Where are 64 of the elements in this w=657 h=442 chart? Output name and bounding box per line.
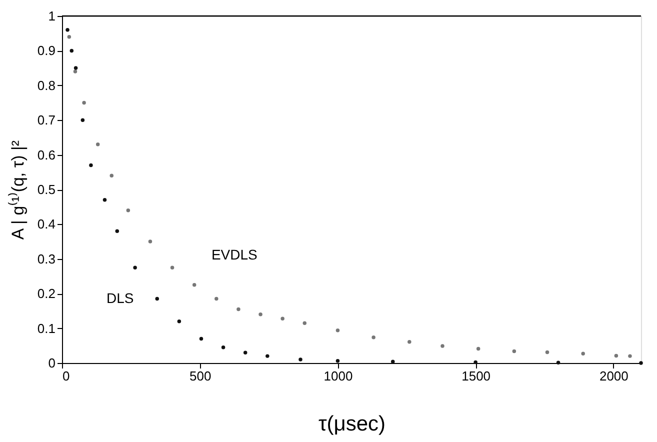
point bbox=[221, 346, 226, 350]
point bbox=[102, 198, 107, 202]
point bbox=[474, 360, 478, 364]
point bbox=[512, 349, 516, 354]
x-tick-label: 0 bbox=[62, 368, 70, 384]
point bbox=[170, 266, 174, 270]
point bbox=[177, 319, 182, 324]
point bbox=[192, 283, 196, 287]
point bbox=[80, 118, 85, 122]
y-tick-label: 0.6 bbox=[37, 147, 56, 162]
y-tick-label: 0.7 bbox=[37, 112, 56, 128]
point bbox=[302, 321, 306, 325]
point bbox=[133, 266, 137, 270]
point bbox=[66, 28, 70, 32]
point bbox=[89, 163, 93, 168]
x-tick-label: 1000 bbox=[324, 368, 353, 384]
point bbox=[390, 360, 395, 364]
point bbox=[266, 354, 270, 358]
point bbox=[74, 66, 78, 70]
point bbox=[581, 352, 585, 356]
point bbox=[545, 350, 550, 354]
x-tick-label: 2000 bbox=[599, 368, 628, 384]
y-tick-label: 0.4 bbox=[37, 216, 56, 232]
y-tick-label: 0 bbox=[48, 356, 56, 370]
point bbox=[440, 344, 444, 348]
point bbox=[280, 316, 284, 320]
point bbox=[148, 240, 152, 244]
y-tick-label: 1 bbox=[48, 8, 56, 24]
point bbox=[556, 360, 560, 365]
series-label: DLS bbox=[106, 290, 134, 306]
y-tick-label: 0.1 bbox=[37, 320, 56, 336]
point bbox=[476, 346, 480, 351]
point bbox=[73, 70, 78, 74]
series-label: EVDLS bbox=[211, 246, 258, 262]
point bbox=[199, 336, 204, 341]
point bbox=[155, 296, 159, 301]
point bbox=[614, 354, 618, 358]
point bbox=[126, 208, 130, 212]
x-tick-label: 500 bbox=[190, 368, 212, 384]
point bbox=[115, 229, 120, 234]
y-tick-label: 0.5 bbox=[37, 182, 56, 197]
point bbox=[82, 100, 86, 105]
point bbox=[336, 328, 340, 332]
point bbox=[628, 354, 632, 358]
x-axis-title: τ(μsec) bbox=[318, 412, 386, 436]
y-tick-label: 0.8 bbox=[37, 78, 56, 93]
point bbox=[243, 350, 248, 354]
point bbox=[214, 296, 218, 301]
point bbox=[372, 335, 376, 340]
point bbox=[336, 359, 340, 363]
point bbox=[67, 34, 72, 39]
point bbox=[639, 361, 643, 365]
point bbox=[408, 340, 412, 344]
point bbox=[298, 358, 302, 362]
point bbox=[236, 307, 240, 312]
point bbox=[70, 48, 74, 53]
y-tick-label: 0.9 bbox=[37, 43, 56, 58]
point bbox=[110, 174, 114, 178]
y-tick-label: 0.2 bbox=[37, 286, 56, 302]
y-tick-label: 0.3 bbox=[37, 251, 56, 266]
y-axis-title: A | g⁽¹⁾(q, τ) |² bbox=[7, 140, 28, 240]
x-tick-label: 1500 bbox=[462, 368, 491, 384]
point bbox=[258, 312, 262, 316]
point bbox=[96, 142, 100, 146]
